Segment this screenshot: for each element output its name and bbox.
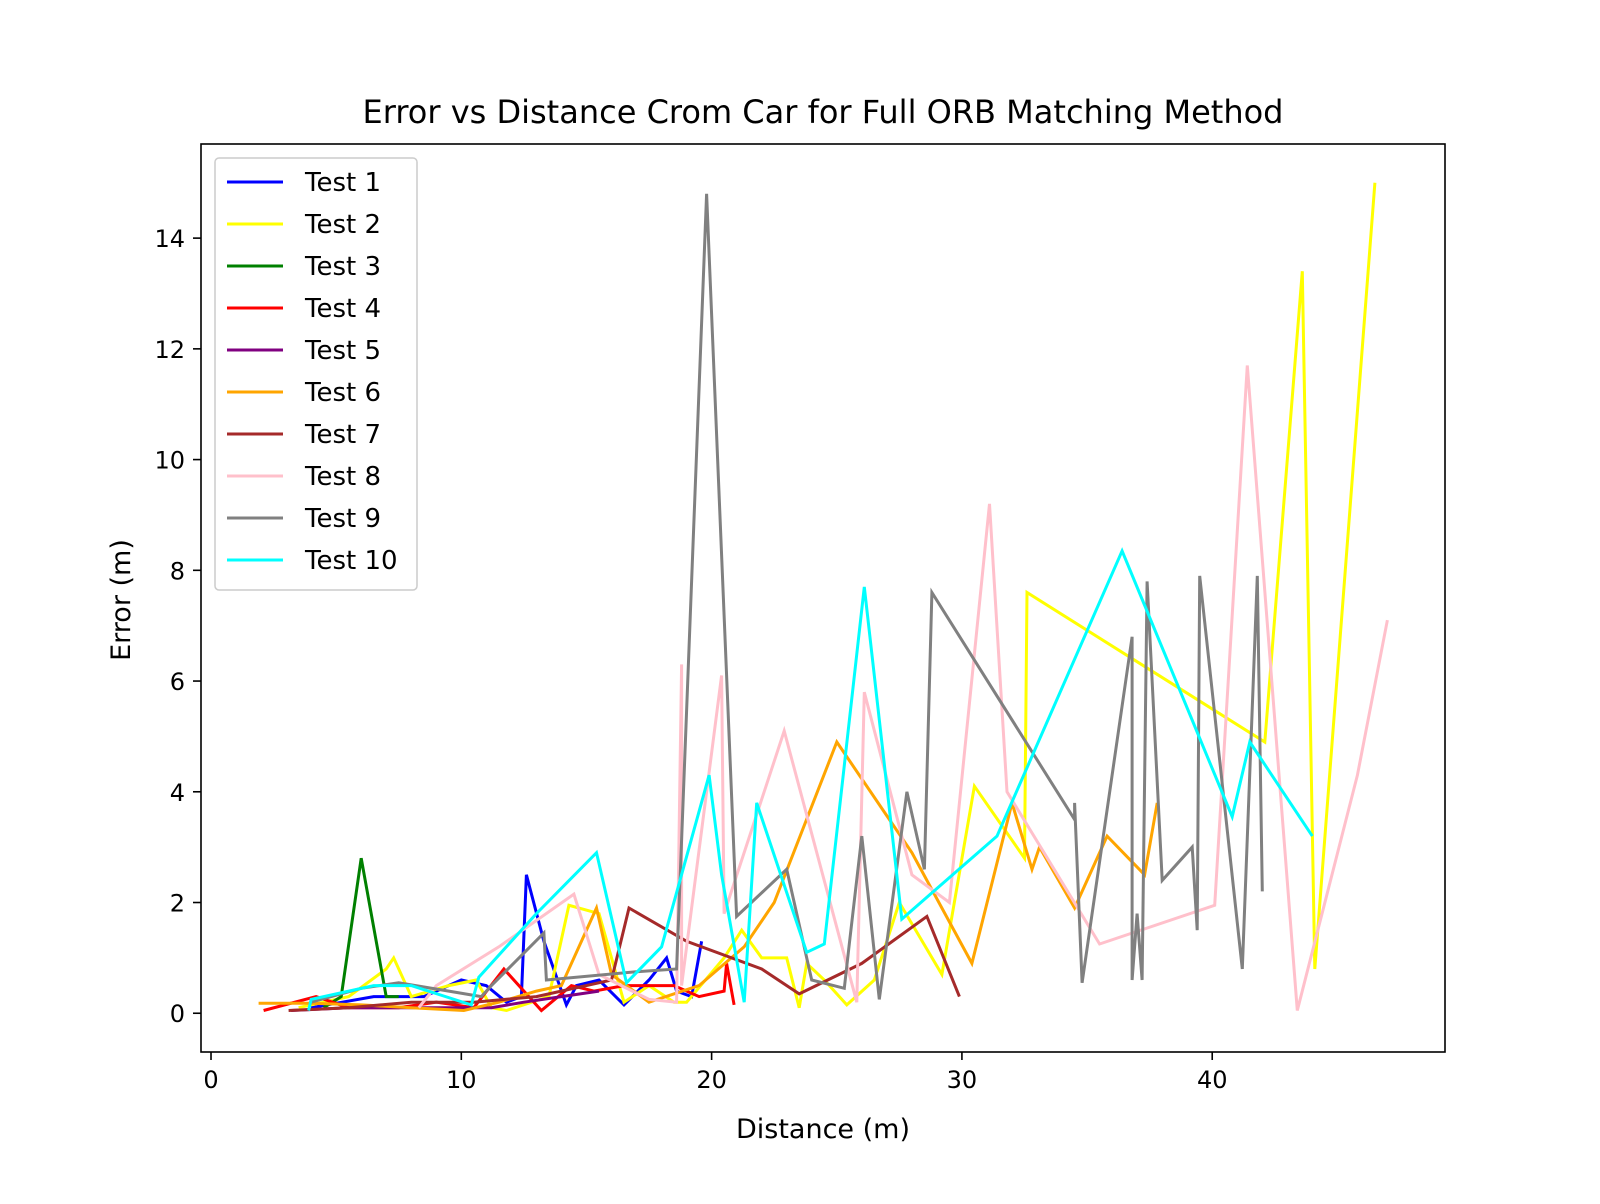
legend-label-test-4: Test 4	[304, 294, 381, 324]
y-tick-label: 4	[170, 779, 185, 807]
x-tick-label: 30	[947, 1066, 978, 1094]
y-tick-label: 12	[154, 336, 185, 364]
series-line-test-8	[417, 365, 1389, 1011]
y-tick-label: 8	[170, 557, 185, 585]
legend-label-test-2: Test 2	[304, 210, 381, 240]
plot-frame	[200, 143, 1446, 1053]
y-tick-label: 2	[170, 890, 185, 918]
legend-label-test-3: Test 3	[304, 252, 381, 282]
legend-label-test-9: Test 9	[304, 504, 381, 534]
legend-label-test-8: Test 8	[304, 462, 381, 492]
x-tick-label: 10	[446, 1066, 477, 1094]
series-line-test-7	[288, 905, 961, 1012]
series-line-test-10	[307, 547, 1314, 1011]
x-tick-label: 20	[696, 1066, 727, 1094]
legend-label-test-1: Test 1	[304, 168, 381, 198]
legend-label-test-6: Test 6	[304, 378, 381, 408]
series-line-test-9	[310, 193, 1264, 1004]
legend: Test 1 Test 2 Test 3 Test 4 Test 5 Test 6 Test…	[214, 157, 418, 591]
chart-title: Error vs Distance Crom Car for Full ORB …	[363, 93, 1284, 131]
y-tick-label: 0	[170, 1000, 185, 1028]
axis-ticks-layer: 0 10 20 30 40 0 2 4 6 8 10 12 14	[154, 225, 1227, 1094]
legend-label-test-5: Test 5	[304, 336, 381, 366]
x-axis-label: Distance (m)	[736, 1114, 910, 1145]
series-line-test-2	[298, 182, 1377, 1013]
x-tick-label: 40	[1197, 1066, 1228, 1094]
legend-label-test-7: Test 7	[304, 420, 381, 450]
series-lines-layer	[258, 182, 1389, 1013]
x-tick-label: 0	[203, 1066, 218, 1094]
series-line-test-3	[322, 857, 399, 1009]
y-axis-label: Error (m)	[106, 539, 137, 661]
y-tick-label: 14	[154, 225, 185, 253]
legend-label-test-10: Test 10	[304, 546, 398, 576]
y-tick-label: 10	[154, 447, 185, 475]
y-tick-label: 6	[170, 668, 185, 696]
